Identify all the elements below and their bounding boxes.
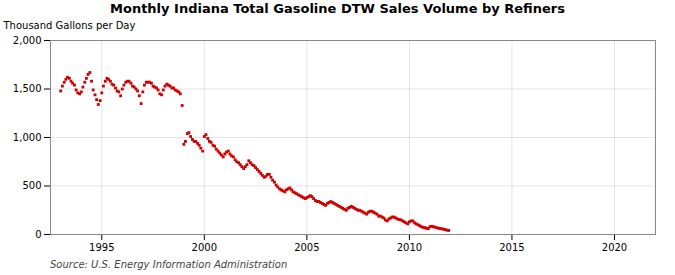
svg-text:1995: 1995 <box>89 242 114 253</box>
svg-text:2015: 2015 <box>499 242 524 253</box>
svg-text:2000: 2000 <box>192 242 217 253</box>
svg-text:Thousand Gallons per Day: Thousand Gallons per Day <box>3 20 136 31</box>
svg-text:1,000: 1,000 <box>13 132 42 143</box>
svg-text:0: 0 <box>35 229 41 240</box>
svg-text:500: 500 <box>22 180 41 191</box>
svg-text:2020: 2020 <box>602 242 627 253</box>
svg-text:2,000: 2,000 <box>13 35 42 46</box>
html-text:Monthly Indiana Total Gasoline: Monthly Indiana Total Gasoline DTW Sales… <box>110 1 565 16</box>
svg-text:1,500: 1,500 <box>13 83 42 94</box>
svg-text:2010: 2010 <box>397 242 422 253</box>
html-text:Source: U.S. Energy Informatio: Source: U.S. Energy Information Administ… <box>50 259 288 270</box>
svg-text:2005: 2005 <box>294 242 319 253</box>
